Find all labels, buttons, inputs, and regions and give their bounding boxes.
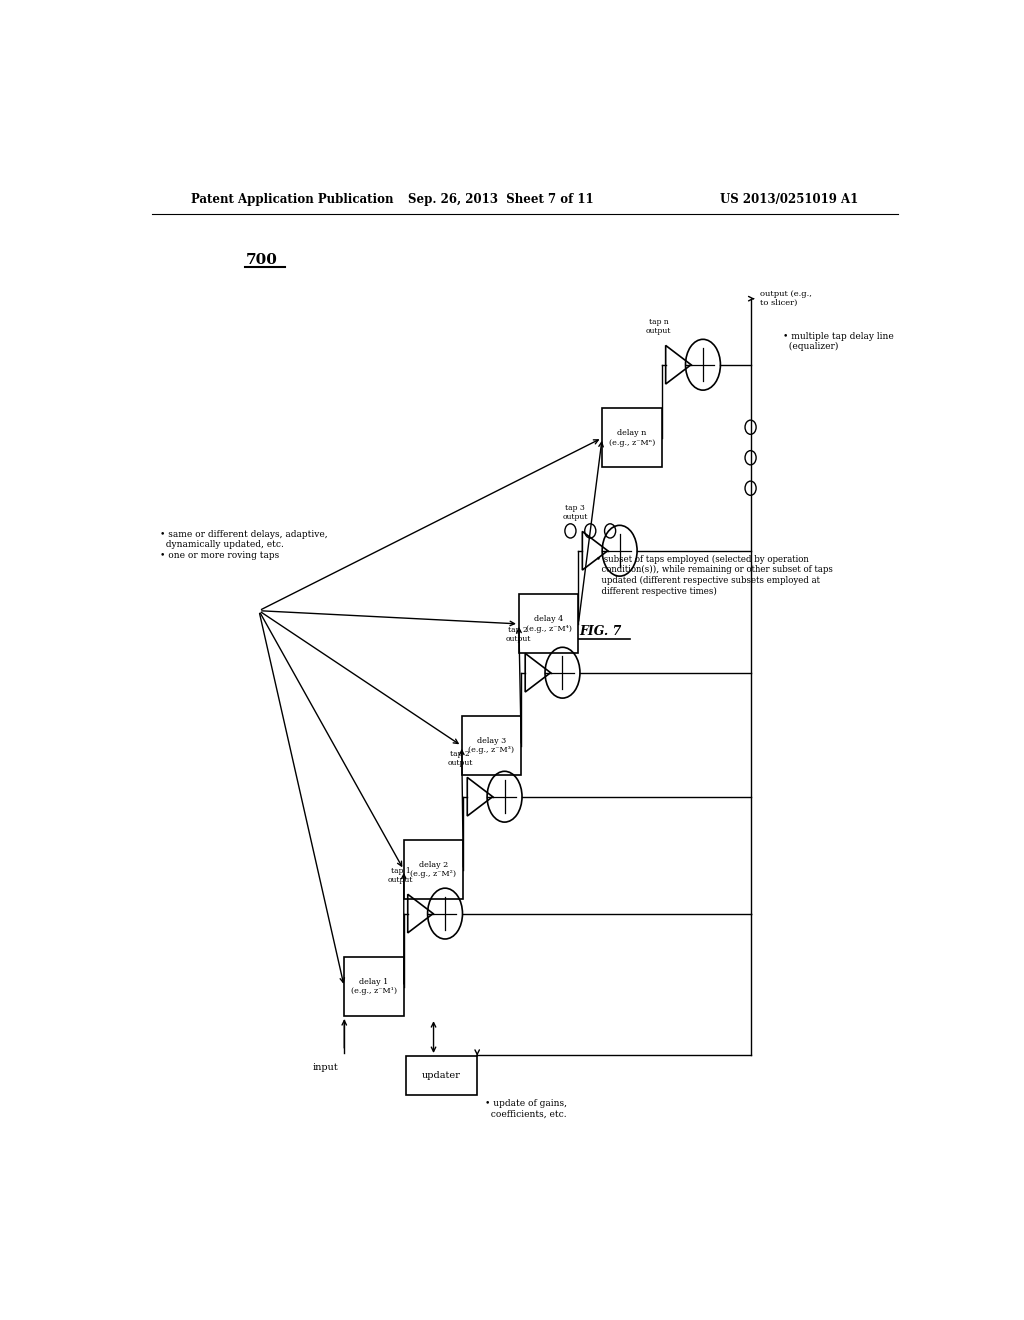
- Text: delay 2
(e.g., z⁻M²): delay 2 (e.g., z⁻M²): [411, 861, 457, 879]
- Text: Sep. 26, 2013  Sheet 7 of 11: Sep. 26, 2013 Sheet 7 of 11: [409, 193, 594, 206]
- Text: • same or different delays, adaptive,
  dynamically updated, etc.
• one or more : • same or different delays, adaptive, dy…: [160, 529, 328, 560]
- Bar: [519, 594, 579, 653]
- Text: 700: 700: [246, 253, 278, 267]
- Bar: [344, 957, 403, 1016]
- Bar: [462, 717, 521, 775]
- Text: delay 1
(e.g., z⁻M¹): delay 1 (e.g., z⁻M¹): [351, 978, 397, 995]
- Text: delay 3
(e.g., z⁻M³): delay 3 (e.g., z⁻M³): [468, 738, 514, 755]
- Text: • subset of taps employed (selected by operation
  condition(s)), while remainin: • subset of taps employed (selected by o…: [596, 554, 834, 595]
- Bar: [406, 1056, 477, 1094]
- Text: delay 4
(e.g., z⁻M⁴): delay 4 (e.g., z⁻M⁴): [525, 615, 571, 632]
- Text: delay n
(e.g., z⁻Mⁿ): delay n (e.g., z⁻Mⁿ): [608, 429, 655, 446]
- Bar: [403, 841, 463, 899]
- Text: updater: updater: [422, 1071, 461, 1080]
- Text: tap 2
output: tap 2 output: [447, 750, 473, 767]
- Text: US 2013/0251019 A1: US 2013/0251019 A1: [720, 193, 858, 206]
- Text: tap 1
output: tap 1 output: [388, 867, 414, 884]
- Text: tap 3
output: tap 3 output: [562, 504, 588, 521]
- Text: Patent Application Publication: Patent Application Publication: [191, 193, 394, 206]
- Text: tap 2
output: tap 2 output: [506, 626, 530, 643]
- Bar: [602, 408, 662, 467]
- Text: input: input: [312, 1063, 338, 1072]
- Text: tap n
output: tap n output: [646, 318, 671, 335]
- Text: • update of gains,
  coefficients, etc.: • update of gains, coefficients, etc.: [485, 1100, 567, 1118]
- Text: FIG. 7: FIG. 7: [579, 624, 622, 638]
- Text: • multiple tap delay line
  (equalizer): • multiple tap delay line (equalizer): [782, 331, 894, 351]
- Text: output (e.g.,
to slicer): output (e.g., to slicer): [760, 290, 812, 308]
